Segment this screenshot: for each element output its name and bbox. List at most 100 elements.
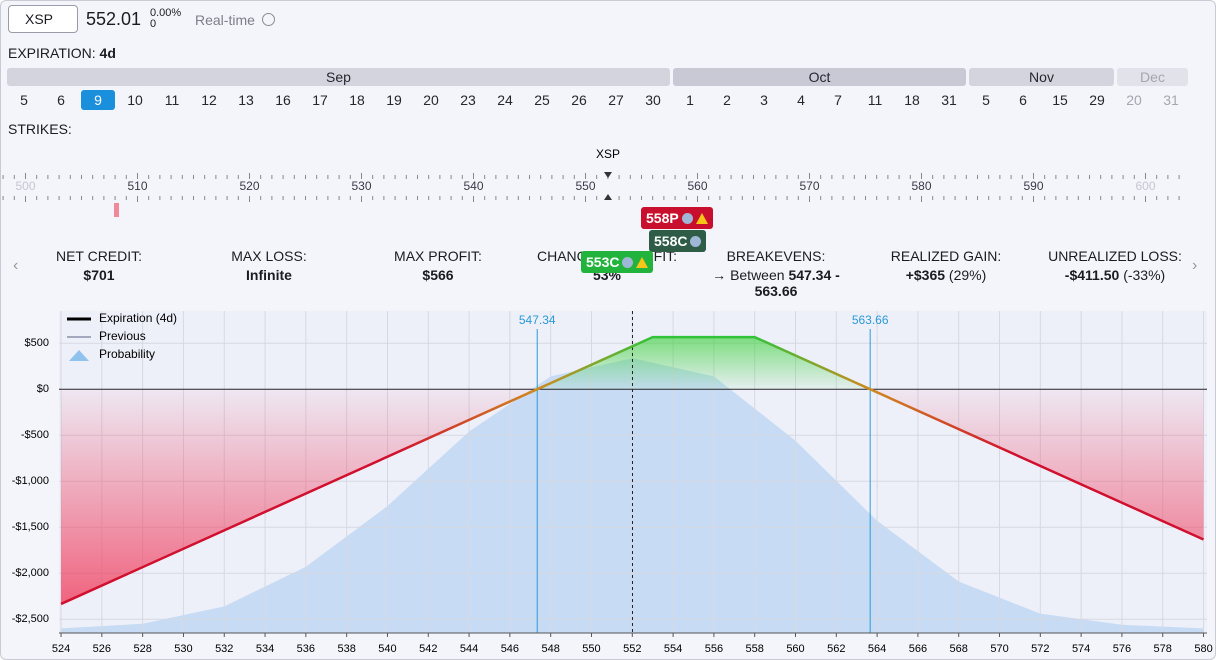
position-label: 558C xyxy=(654,233,688,249)
day[interactable]: 20 xyxy=(1126,92,1142,108)
month-bar: Sep xyxy=(7,68,670,86)
position-label: 558P xyxy=(646,210,679,226)
strike-label: 580 xyxy=(911,179,931,193)
x-tick-label: 530 xyxy=(174,643,192,655)
day[interactable]: 12 xyxy=(201,92,217,108)
x-tick-label: 568 xyxy=(950,643,968,655)
day[interactable]: 29 xyxy=(1089,92,1105,108)
x-tick-label: 538 xyxy=(337,643,355,655)
x-tick-label: 574 xyxy=(1072,643,1090,655)
strike-label: 590 xyxy=(1023,179,1043,193)
underlying-marker xyxy=(604,194,612,200)
stat-label: MAX LOSS: xyxy=(231,248,307,264)
x-tick-label: 544 xyxy=(460,643,478,655)
underlying-label: XSP xyxy=(596,147,620,161)
breakeven-label: 563.66 xyxy=(852,313,889,327)
stat-prefix: Between xyxy=(730,267,785,283)
day[interactable]: 17 xyxy=(312,92,328,108)
day[interactable]: 18 xyxy=(904,92,920,108)
day[interactable]: 27 xyxy=(608,92,624,108)
change: 0 xyxy=(150,18,157,30)
position-badge[interactable]: 558P xyxy=(641,207,713,229)
y-tick-label: -$2,000 xyxy=(12,567,49,579)
stat: MAX PROFIT: $566 xyxy=(348,248,528,283)
stat-value: +$365 (29%) xyxy=(856,267,1036,283)
day[interactable]: 30 xyxy=(645,92,661,108)
x-tick-label: 528 xyxy=(133,643,151,655)
day[interactable]: 20 xyxy=(423,92,439,108)
x-tick-label: 554 xyxy=(664,643,682,655)
day[interactable]: 1 xyxy=(686,92,694,108)
day[interactable]: 25 xyxy=(534,92,550,108)
strike-label: 540 xyxy=(463,179,483,193)
day[interactable]: 26 xyxy=(571,92,587,108)
day[interactable]: 9 xyxy=(81,90,115,110)
y-tick-label: $0 xyxy=(37,383,49,395)
strike-label: 600 xyxy=(1135,179,1155,193)
x-tick-label: 524 xyxy=(52,643,70,655)
stat-value: Infinite xyxy=(179,267,359,283)
x-tick-label: 534 xyxy=(256,643,274,655)
x-tick-label: 548 xyxy=(541,643,559,655)
stat-value-text: Infinite xyxy=(246,267,292,283)
legend-label: Previous xyxy=(99,329,146,343)
day[interactable]: 7 xyxy=(834,92,842,108)
position-label: 553C xyxy=(586,254,620,270)
day[interactable]: 16 xyxy=(275,92,291,108)
month-bar: Oct xyxy=(673,68,966,86)
strike-label: 530 xyxy=(351,179,371,193)
strike-label: 500 xyxy=(15,179,35,193)
day[interactable]: 31 xyxy=(1163,92,1179,108)
y-tick-label: -$2,500 xyxy=(12,613,49,625)
stat-note: (-33%) xyxy=(1123,267,1166,283)
x-tick-label: 546 xyxy=(501,643,519,655)
day[interactable]: 19 xyxy=(386,92,402,108)
day[interactable]: 13 xyxy=(238,92,254,108)
underlying-marker xyxy=(604,172,612,178)
position-badge[interactable]: 553C xyxy=(581,251,654,273)
day[interactable]: 6 xyxy=(57,92,65,108)
stat-value: → Between 547.34 -563.66 xyxy=(686,267,866,299)
day[interactable]: 15 xyxy=(1052,92,1068,108)
day[interactable]: 23 xyxy=(460,92,476,108)
next-arrow[interactable]: › xyxy=(1192,257,1198,274)
expiration-line xyxy=(60,335,1205,606)
position-badge[interactable]: 558C xyxy=(649,230,707,252)
price: 552.01 xyxy=(86,9,142,29)
stat-value-text: +$365 xyxy=(905,267,946,283)
x-tick-label: 550 xyxy=(582,643,600,655)
month-bar: Nov xyxy=(969,68,1114,86)
day[interactable]: 5 xyxy=(982,92,990,108)
x-tick-label: 540 xyxy=(378,643,396,655)
prev-arrow[interactable]: ‹ xyxy=(13,257,19,274)
x-tick-label: 572 xyxy=(1031,643,1049,655)
x-tick-label: 552 xyxy=(623,643,641,655)
x-tick-label: 566 xyxy=(909,643,927,655)
strike-label: 560 xyxy=(687,179,707,193)
month-bar: Dec xyxy=(1117,68,1188,86)
x-tick-label: 580 xyxy=(1194,643,1212,655)
day[interactable]: 18 xyxy=(349,92,365,108)
expiration-label: EXPIRATION: 4d xyxy=(8,45,116,61)
day[interactable]: 24 xyxy=(497,92,513,108)
stat-value-text: $566 xyxy=(422,267,454,283)
strike-label: 510 xyxy=(127,179,147,193)
y-tick-label: -$500 xyxy=(21,429,49,441)
strikes-label: STRIKES: xyxy=(8,121,72,137)
x-tick-label: 570 xyxy=(990,643,1008,655)
symbol-input[interactable]: XSP xyxy=(8,5,78,33)
day[interactable]: 11 xyxy=(164,92,180,108)
day[interactable]: 10 xyxy=(127,92,143,108)
day[interactable]: 4 xyxy=(797,92,805,108)
stat: UNREALIZED LOSS: -$411.50 (-33%) xyxy=(1025,248,1205,283)
help-icon[interactable] xyxy=(262,13,275,26)
breakeven-label: 547.34 xyxy=(519,313,556,327)
day[interactable]: 6 xyxy=(1019,92,1027,108)
day[interactable]: 3 xyxy=(760,92,768,108)
strike-label: 520 xyxy=(239,179,259,193)
day[interactable]: 2 xyxy=(723,92,731,108)
day[interactable]: 5 xyxy=(20,92,28,108)
day[interactable]: 31 xyxy=(941,92,957,108)
day[interactable]: 11 xyxy=(867,92,883,108)
